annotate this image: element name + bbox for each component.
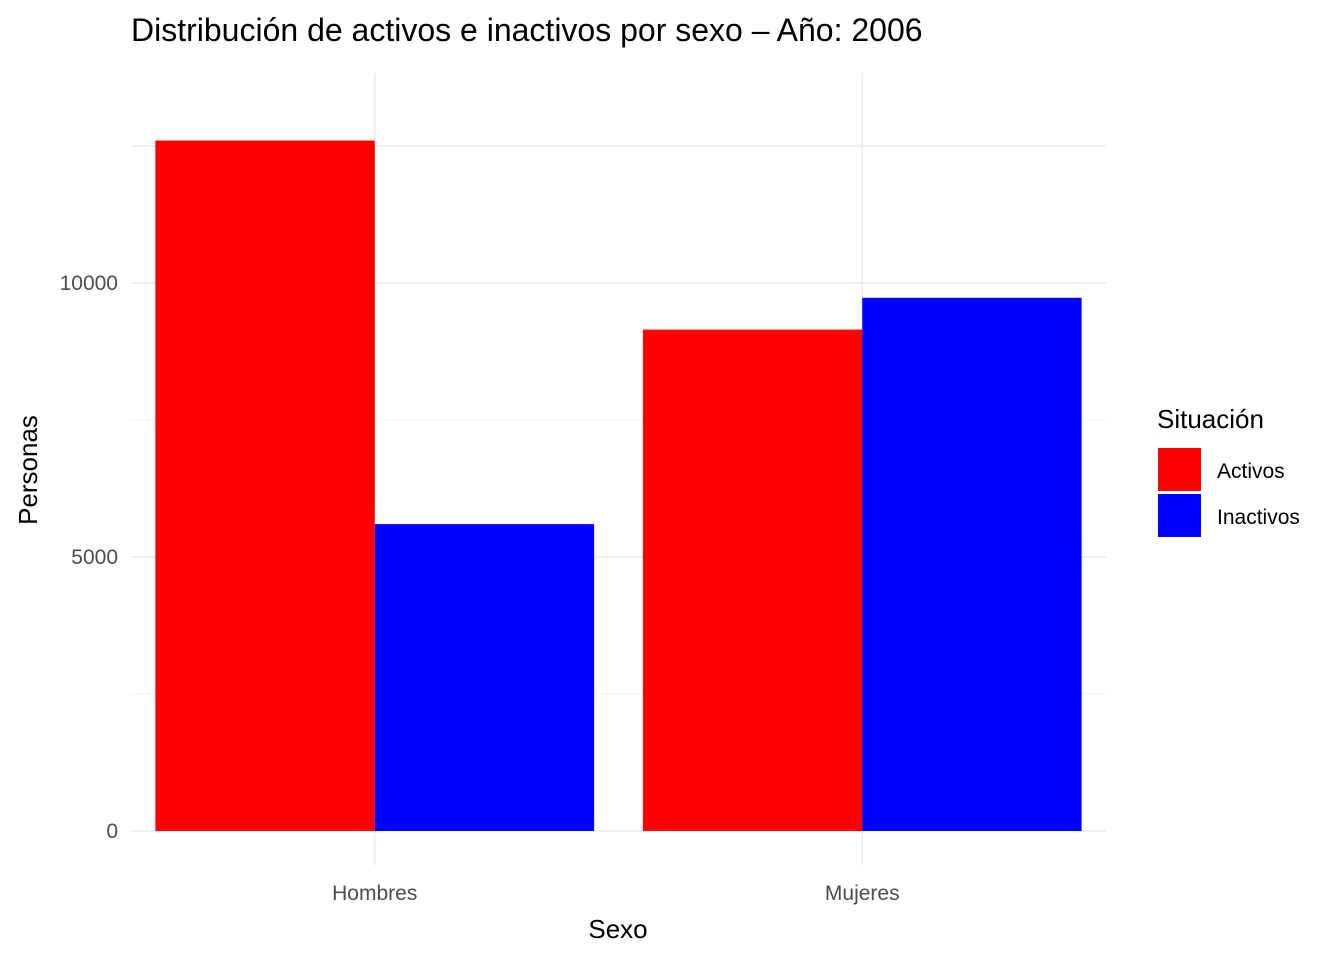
x-axis-ticks: Hombres Mujeres — [332, 882, 899, 905]
x-tick-label: Mujeres — [825, 882, 900, 905]
chart-title: Distribución de activos e inactivos por … — [131, 12, 923, 48]
y-tick-label: 5000 — [71, 546, 118, 569]
legend-label-inactivos: Inactivos — [1217, 506, 1300, 529]
y-tick-label: 0 — [106, 820, 118, 843]
bar-activos-mujeres — [642, 329, 863, 831]
y-tick-label: 10000 — [60, 272, 118, 295]
y-axis-title: Personas — [13, 415, 43, 525]
x-axis-title: Sexo — [588, 914, 647, 944]
legend-key-activos — [1158, 448, 1201, 491]
legend-title: Situación — [1157, 404, 1264, 434]
bars — [155, 140, 1082, 831]
legend: Situación Activos Inactivos — [1157, 404, 1300, 537]
bar-activos-hombres — [155, 140, 375, 831]
legend-key-inactivos — [1158, 494, 1201, 537]
legend-items: Activos Inactivos — [1158, 448, 1300, 537]
bar-inactivos-mujeres — [862, 297, 1082, 831]
bar-inactivos-hombres — [374, 524, 595, 831]
x-tick-label: Hombres — [332, 882, 417, 905]
legend-label-activos: Activos — [1217, 460, 1285, 483]
y-axis-ticks: 0 5000 10000 — [60, 272, 118, 843]
